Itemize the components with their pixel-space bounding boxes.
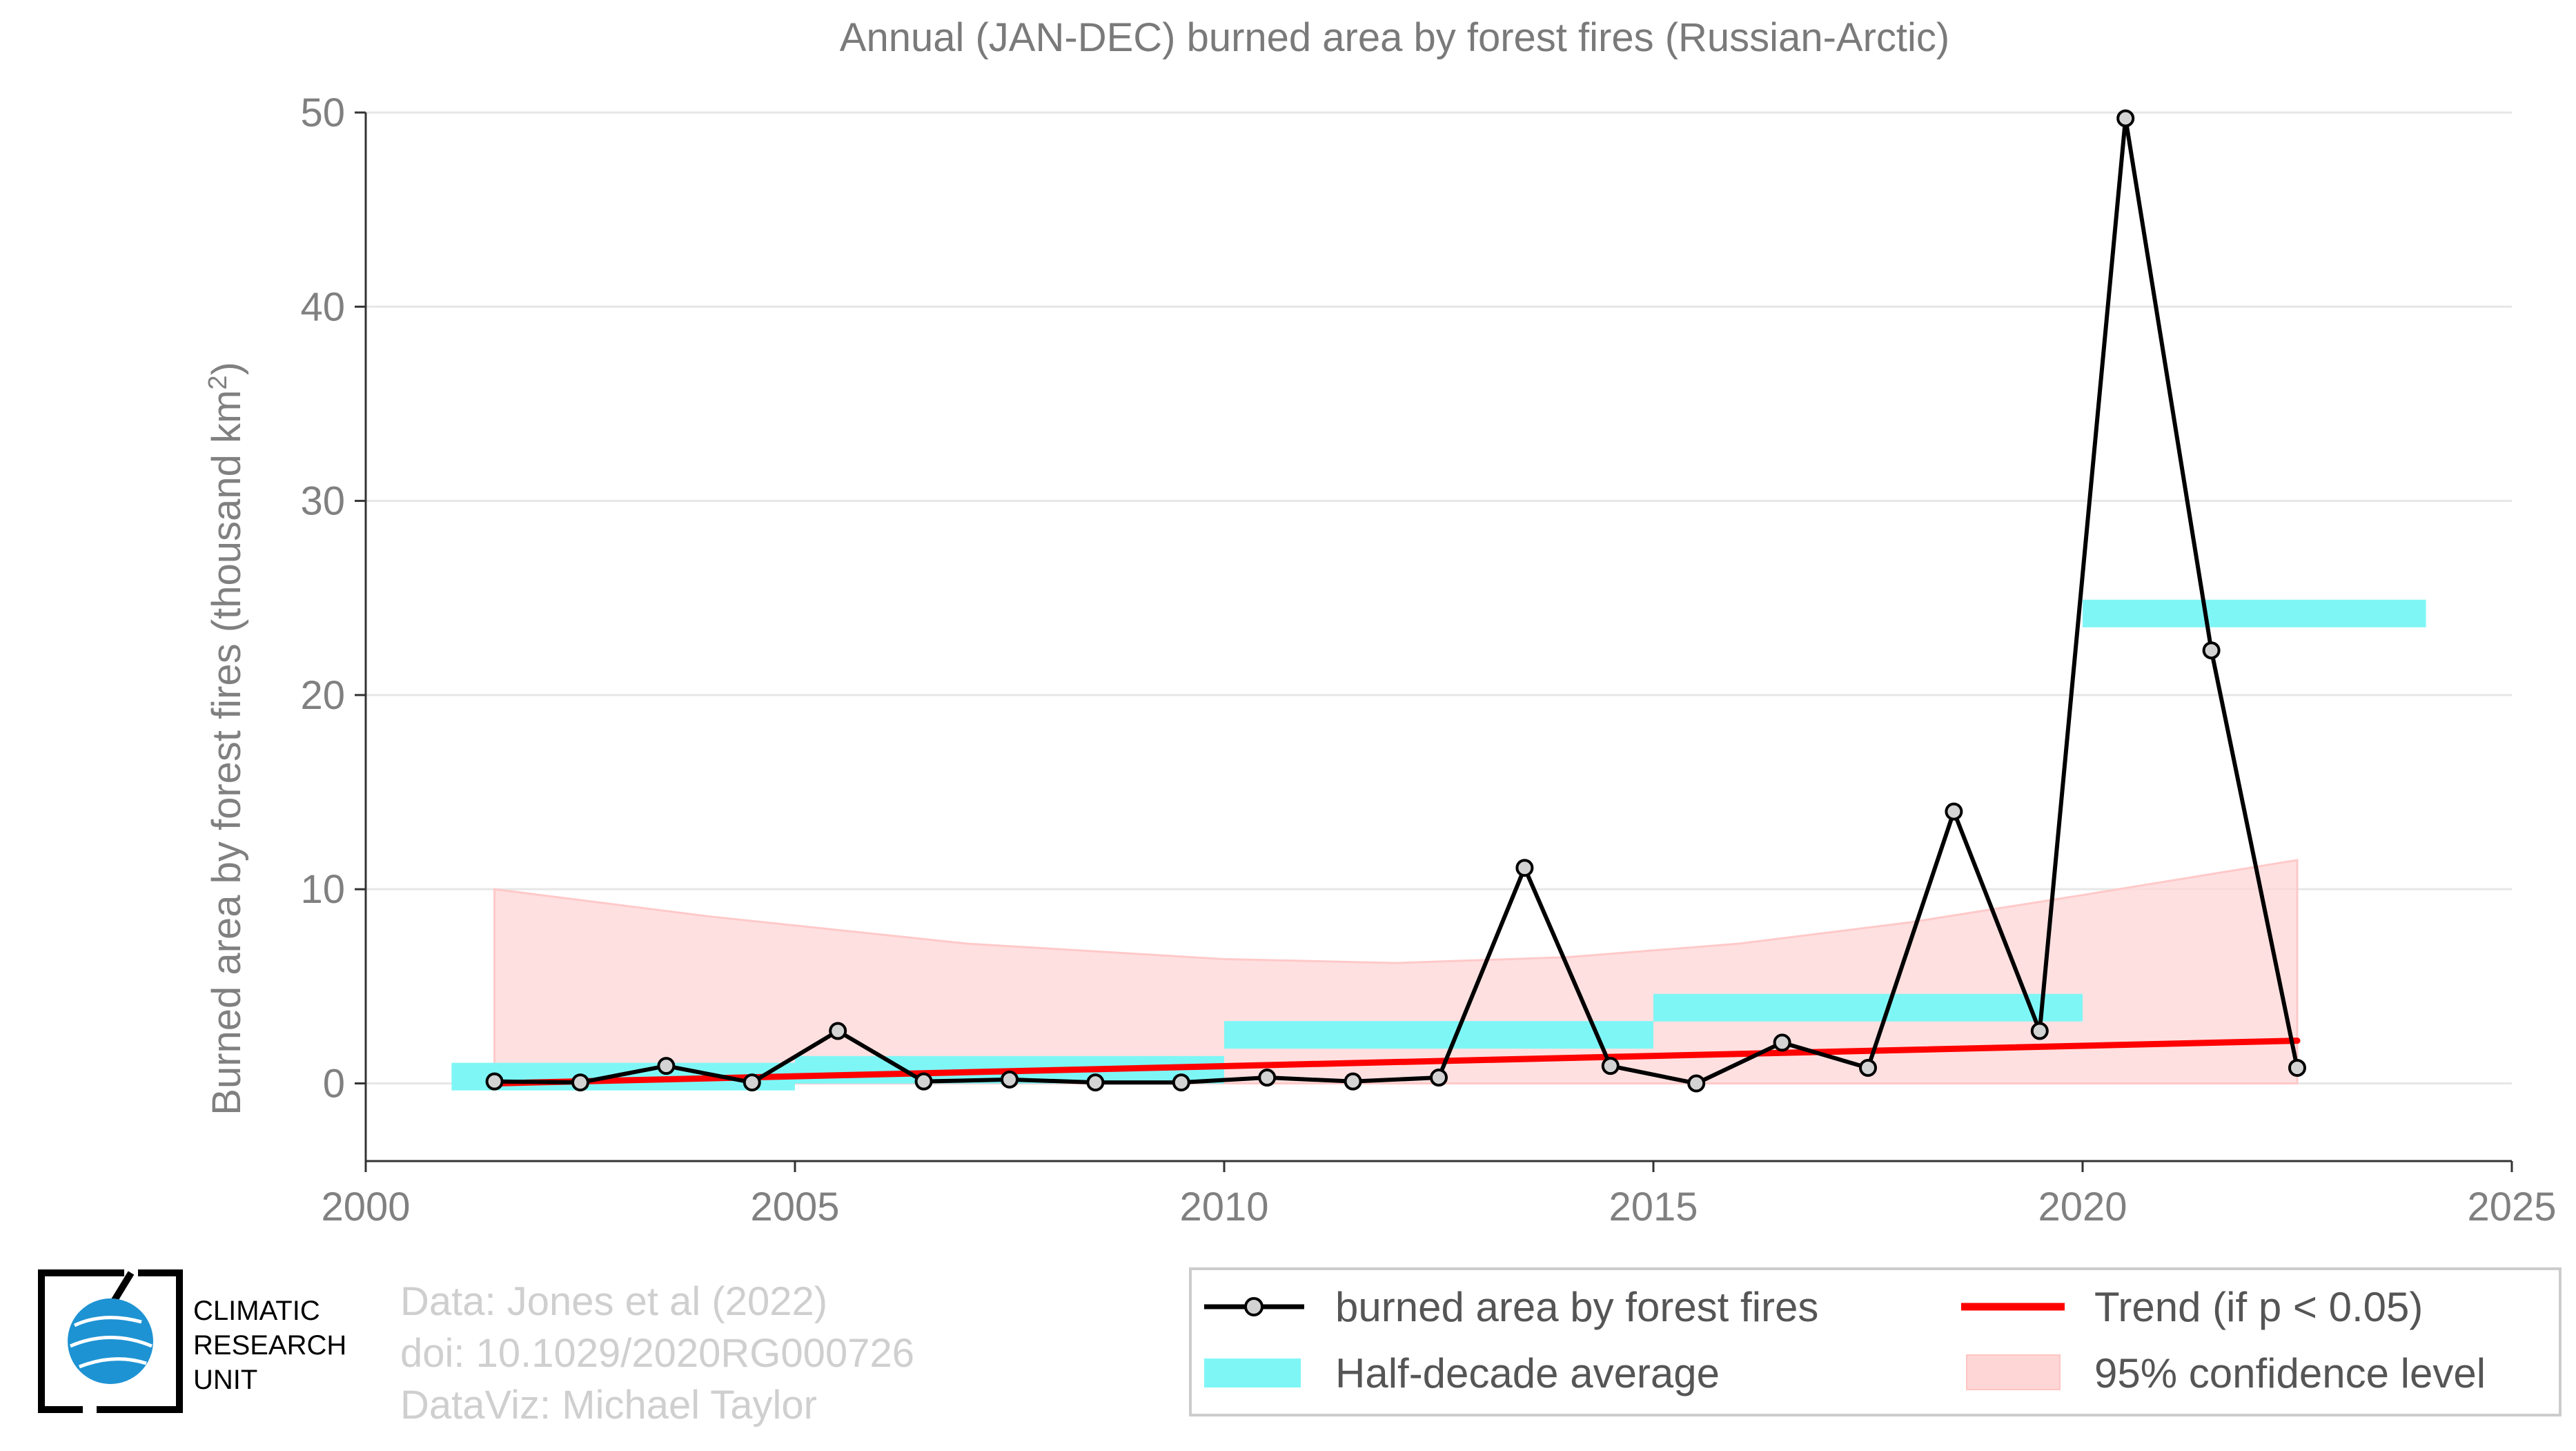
- data-point: [1773, 1033, 1791, 1052]
- credit-data: Data: Jones et al (2022): [400, 1279, 827, 1324]
- y-tick-label: 30: [300, 479, 345, 524]
- data-point: [1344, 1072, 1362, 1091]
- data-point: [2202, 641, 2221, 660]
- x-tick-label: 2015: [1609, 1185, 1698, 1229]
- x-tick-label: 2005: [750, 1185, 839, 1229]
- credits: Data: Jones et al (2022) doi: 10.1029/20…: [400, 1279, 914, 1428]
- burned-area-line: [494, 116, 2299, 1086]
- data-point: [485, 1072, 504, 1091]
- legend-label-half-decade: Half-decade average: [1335, 1350, 1720, 1396]
- data-point: [2030, 1022, 2049, 1040]
- legend-line-point: [1244, 1297, 1264, 1316]
- data-point: [657, 1057, 676, 1075]
- y-tick-label: 10: [300, 867, 345, 912]
- logo-text-unit: UNIT: [193, 1365, 257, 1395]
- data-point: [1945, 802, 1963, 821]
- data-point: [1086, 1073, 1105, 1092]
- logo-bracket-right: [97, 1269, 183, 1413]
- legend-label-burned: burned area by forest fires: [1335, 1284, 1818, 1330]
- logo-text-research: RESEARCH: [193, 1330, 346, 1361]
- x-tick-label: 2025: [2467, 1185, 2556, 1229]
- data-point: [743, 1073, 761, 1092]
- y-tick-label: 0: [323, 1061, 345, 1106]
- legend: burned area by forest fires Half-decade …: [1189, 1267, 2562, 1416]
- legend-label-confidence: 95% confidence level: [2094, 1350, 2486, 1396]
- half-decade-bar: [2083, 599, 2426, 627]
- data-point: [1172, 1073, 1190, 1092]
- x-tick-label: 2000: [321, 1185, 410, 1229]
- half-decade-bar: [1653, 993, 2083, 1022]
- x-tick-label: 2010: [1179, 1185, 1268, 1229]
- data-point: [1515, 859, 1534, 877]
- chart-title: Annual (JAN-DEC) burned area by forest f…: [840, 15, 1949, 60]
- y-tick-label: 50: [300, 90, 345, 135]
- data-point: [1001, 1070, 1019, 1089]
- legend-half-decade-swatch: [1204, 1359, 1301, 1387]
- legend-confidence-swatch: [1966, 1354, 2061, 1390]
- x-tick-label: 2020: [2038, 1185, 2127, 1229]
- credit-dataviz: DataViz: Michael Taylor: [400, 1383, 817, 1428]
- trend-line: [491, 1038, 2301, 1087]
- cru-logo: CLIMATIC RESEARCH UNIT: [38, 1269, 346, 1413]
- x-axis-ticks: 2000 2005 2010 2015 2020 2025: [321, 1160, 2557, 1229]
- credit-doi: doi: 10.1029/2020RG000726: [400, 1331, 914, 1376]
- data-point: [1430, 1069, 1448, 1087]
- logo-slash: [110, 1271, 135, 1303]
- logo-bracket-left: [38, 1269, 124, 1413]
- logo-text-climatic: CLIMATIC: [193, 1296, 320, 1326]
- y-tick-label: 40: [300, 284, 345, 329]
- data-point: [2288, 1058, 2306, 1077]
- data-point: [2116, 109, 2135, 128]
- y-tick-label: 20: [300, 673, 345, 718]
- legend-label-trend: Trend (if p < 0.05): [2094, 1284, 2423, 1330]
- half-decade-bar: [1224, 1021, 1653, 1049]
- data-point: [1258, 1069, 1277, 1087]
- data-point: [571, 1073, 589, 1092]
- legend-box: [1189, 1267, 2562, 1416]
- data-point: [914, 1072, 933, 1091]
- data-point: [1859, 1058, 1877, 1077]
- data-point: [1687, 1074, 1706, 1093]
- globe-swirl: [70, 1316, 153, 1369]
- y-axis-ticks: 0 10 20 30 40 50: [300, 90, 367, 1161]
- plot-area: [451, 109, 2426, 1093]
- data-point: [1601, 1057, 1620, 1075]
- data-point: [829, 1022, 847, 1040]
- y-axis-label: Burned area by forest fires (thousand km…: [204, 362, 249, 1115]
